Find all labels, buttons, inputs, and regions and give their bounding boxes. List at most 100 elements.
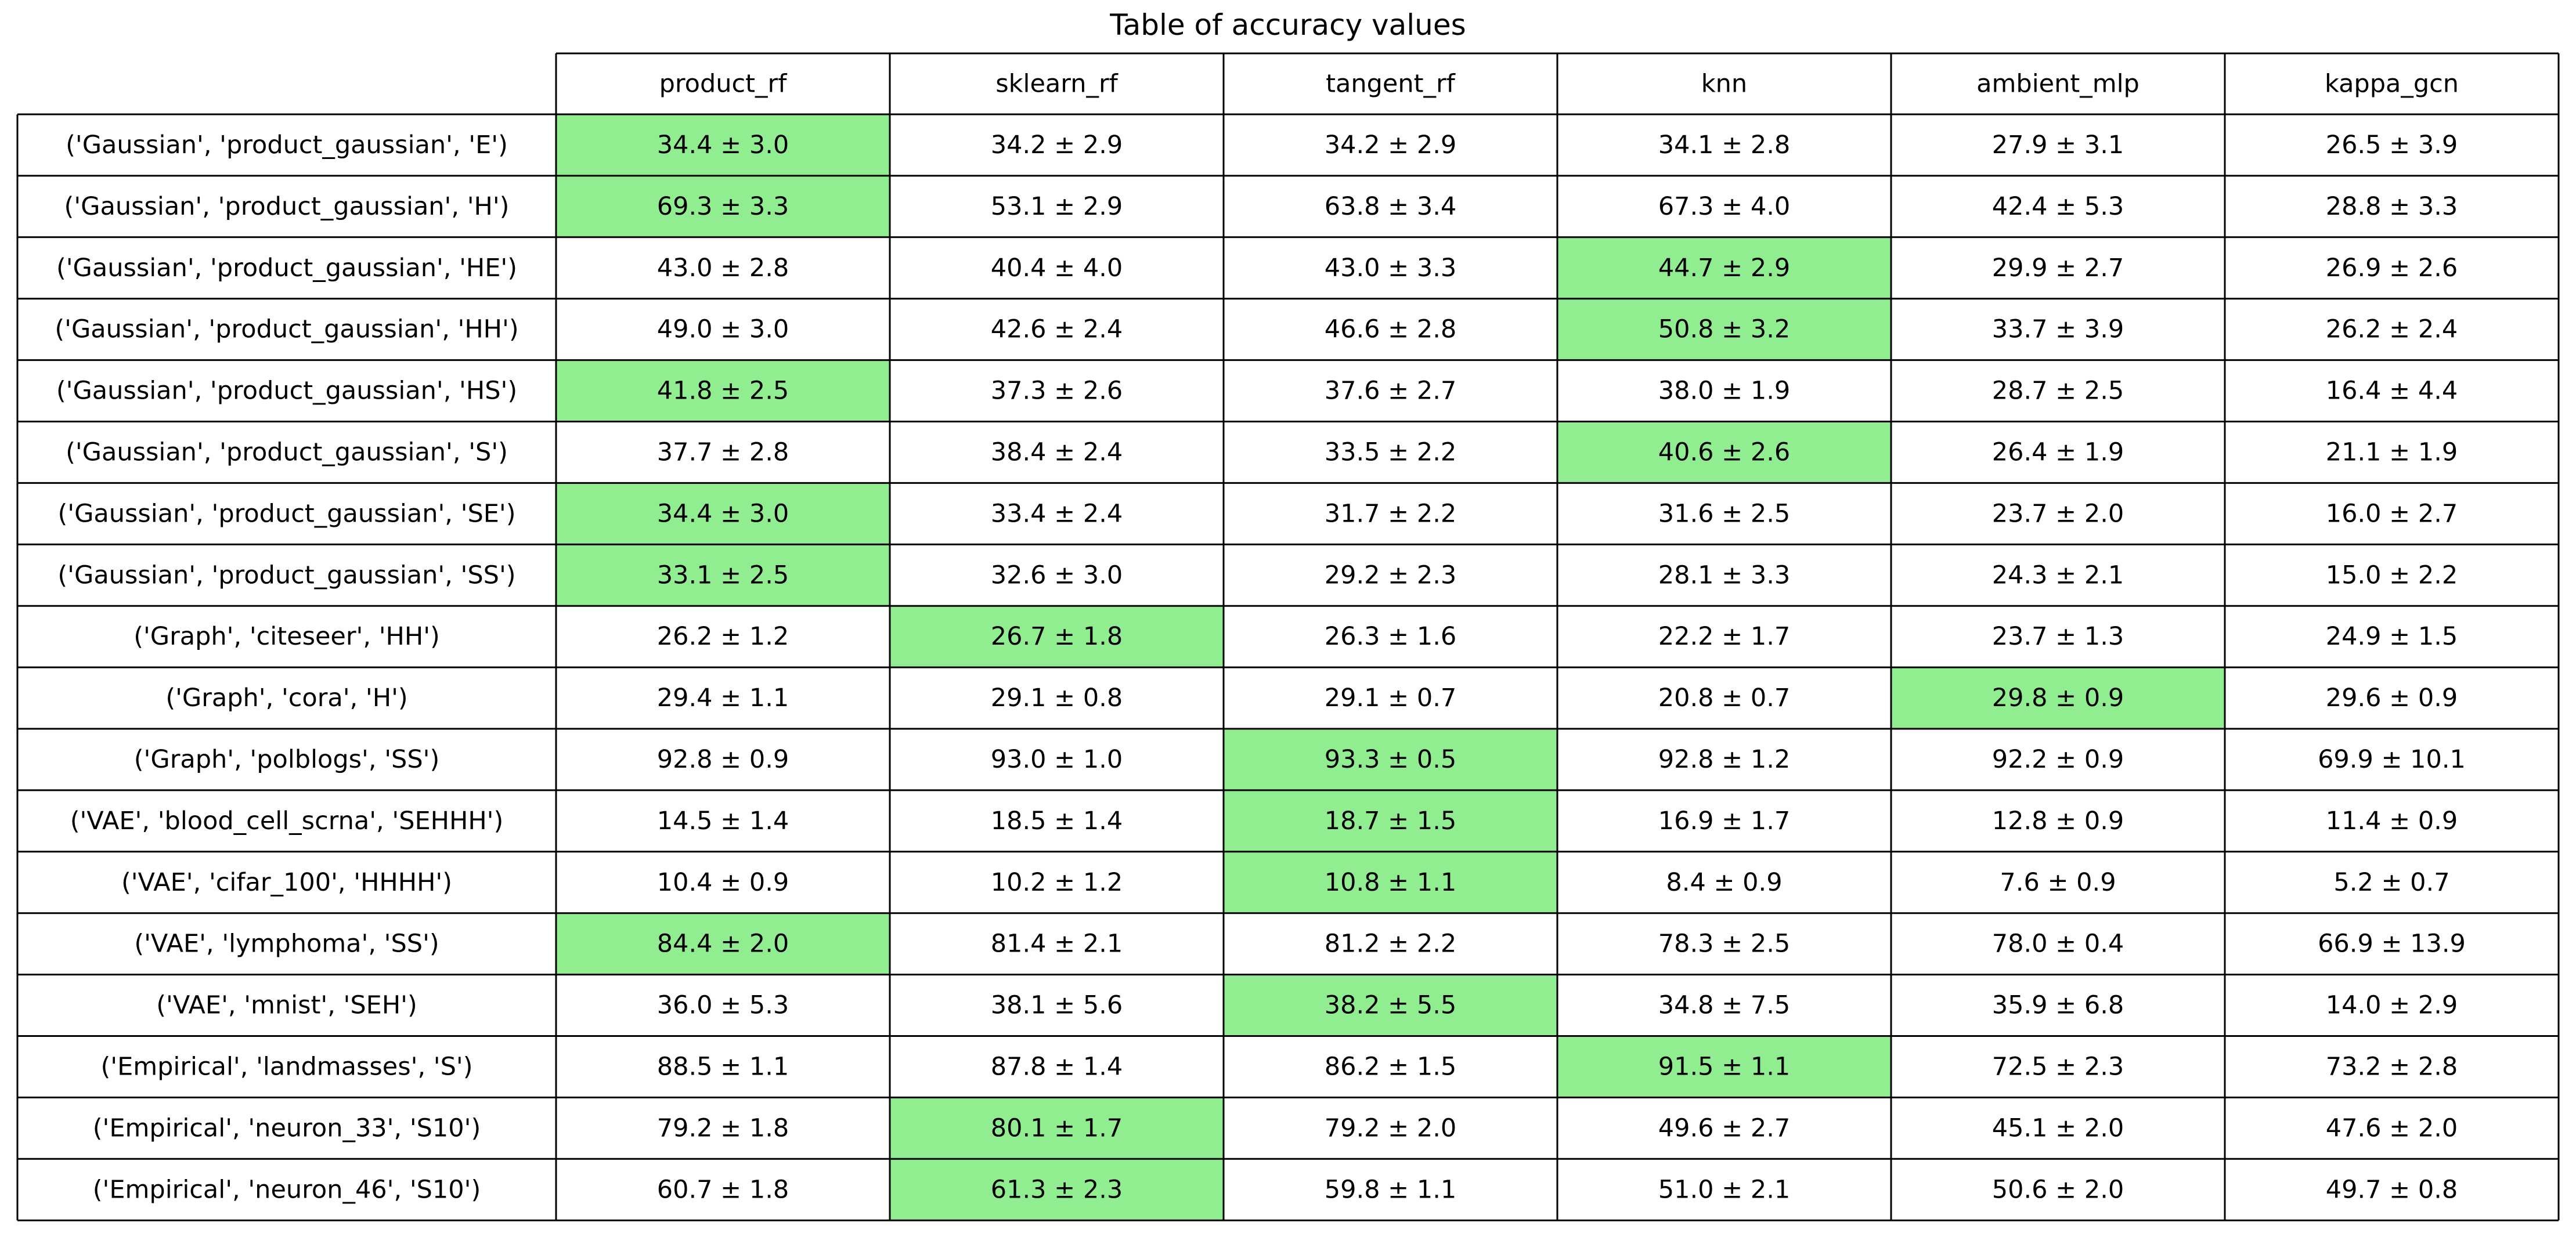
table-cell: 84.4 ± 2.0 [657, 930, 789, 959]
table-cell: 67.3 ± 4.0 [1658, 192, 1791, 221]
table-cell: 49.7 ± 0.8 [2326, 1175, 2458, 1204]
column-header-sklearn_rf: sklearn_rf [995, 70, 1118, 99]
table-cell: 78.3 ± 2.5 [1658, 930, 1791, 959]
table-cell: 26.5 ± 3.9 [2326, 131, 2458, 160]
best-cell-highlight [556, 360, 890, 422]
table-cell: 92.8 ± 0.9 [657, 745, 789, 774]
table-cell: 79.2 ± 1.8 [657, 1113, 789, 1142]
row-label: ('VAE', 'blood_cell_scrna', 'SEHHH') [70, 807, 504, 836]
row-label: ('Gaussian', 'product_gaussian', 'HE') [56, 254, 517, 283]
table-cell: 28.1 ± 3.3 [1658, 561, 1791, 590]
table-cell: 23.7 ± 2.0 [1992, 499, 2124, 528]
best-cell-highlight [556, 913, 890, 975]
table-cell: 29.8 ± 0.9 [1992, 684, 2124, 713]
table-cell: 27.9 ± 3.1 [1992, 131, 2124, 160]
row-label: ('VAE', 'mnist', 'SEH') [156, 991, 417, 1020]
table-cell: 63.8 ± 3.4 [1325, 192, 1457, 221]
row-label: ('Graph', 'polblogs', 'SS') [134, 745, 439, 774]
table-cell: 69.9 ± 10.1 [2318, 745, 2466, 774]
table-cell: 11.4 ± 0.9 [2326, 807, 2458, 836]
table-cell: 38.2 ± 5.5 [1325, 991, 1457, 1020]
table-cell: 34.8 ± 7.5 [1658, 991, 1791, 1020]
table-cell: 21.1 ± 1.9 [2326, 437, 2458, 467]
best-cell-highlight [890, 1097, 1224, 1159]
table-cell: 29.1 ± 0.8 [991, 684, 1123, 713]
table-cell: 16.9 ± 1.7 [1658, 807, 1791, 836]
table-cell: 42.4 ± 5.3 [1992, 192, 2124, 221]
best-cell-highlight [1557, 298, 1891, 360]
table-cell: 40.4 ± 4.0 [991, 254, 1123, 283]
table-cell: 50.6 ± 2.0 [1992, 1175, 2124, 1204]
column-header-kappa_gcn: kappa_gcn [2325, 70, 2459, 99]
table-cell: 86.2 ± 1.5 [1325, 1052, 1457, 1081]
best-cell-highlight [1224, 790, 1557, 852]
table-cell: 33.1 ± 2.5 [657, 561, 789, 590]
table-cell: 92.8 ± 1.2 [1658, 745, 1791, 774]
best-cell-highlight [1557, 237, 1891, 299]
table-cell: 34.2 ± 2.9 [1325, 131, 1457, 160]
table-cell: 32.6 ± 3.0 [991, 561, 1123, 590]
table-cell: 80.1 ± 1.7 [991, 1113, 1123, 1142]
table-title: Table of accuracy values [1110, 8, 1466, 42]
table-cell: 29.9 ± 2.7 [1992, 254, 2124, 283]
table-cell: 38.4 ± 2.4 [991, 437, 1123, 467]
table-cell: 24.9 ± 1.5 [2326, 622, 2458, 651]
best-cell-highlight [1224, 729, 1557, 790]
table-cell: 28.7 ± 2.5 [1992, 377, 2124, 406]
best-cell-highlight [890, 606, 1224, 668]
table-cell: 61.3 ± 2.3 [991, 1175, 1123, 1204]
best-cell-highlight [556, 483, 890, 545]
best-cell-highlight [1557, 421, 1891, 483]
table-cell: 26.2 ± 1.2 [657, 622, 789, 651]
table-cell: 18.7 ± 1.5 [1325, 807, 1457, 836]
table-cell: 29.1 ± 0.7 [1325, 684, 1457, 713]
row-label: ('Graph', 'cora', 'H') [165, 684, 407, 713]
table-cell: 51.0 ± 2.1 [1658, 1175, 1791, 1204]
table-cell: 59.8 ± 1.1 [1325, 1175, 1457, 1204]
best-cell-highlight [556, 544, 890, 606]
column-header-knn: knn [1701, 70, 1747, 99]
table-cell: 37.3 ± 2.6 [991, 377, 1123, 406]
table-cell: 16.0 ± 2.7 [2326, 499, 2458, 528]
table-cell: 49.6 ± 2.7 [1658, 1113, 1791, 1142]
table-cell: 81.4 ± 2.1 [991, 930, 1123, 959]
best-cell-highlight [1891, 667, 2225, 729]
row-label: ('Empirical', 'landmasses', 'S') [100, 1052, 472, 1081]
table-cell: 35.9 ± 6.8 [1992, 991, 2124, 1020]
table-cell: 53.1 ± 2.9 [991, 192, 1123, 221]
table-cell: 15.0 ± 2.2 [2326, 561, 2458, 590]
table-cell: 93.0 ± 1.0 [991, 745, 1123, 774]
row-label: ('Gaussian', 'product_gaussian', 'H') [64, 192, 510, 221]
table-cell: 49.0 ± 3.0 [657, 315, 789, 344]
table-cell: 91.5 ± 1.1 [1658, 1052, 1791, 1081]
table-cell: 44.7 ± 2.9 [1658, 254, 1791, 283]
table-cell: 5.2 ± 0.7 [2333, 868, 2449, 897]
table-cell: 18.5 ± 1.4 [991, 807, 1123, 836]
table-cell: 34.1 ± 2.8 [1658, 131, 1791, 160]
table-cell: 43.0 ± 3.3 [1325, 254, 1457, 283]
table-cell: 38.0 ± 1.9 [1658, 377, 1791, 406]
table-cell: 37.7 ± 2.8 [657, 437, 789, 467]
table-cell: 24.3 ± 2.1 [1992, 561, 2124, 590]
table-cell: 31.6 ± 2.5 [1658, 499, 1791, 528]
table-cell: 36.0 ± 5.3 [657, 991, 789, 1020]
row-label: ('Gaussian', 'product_gaussian', 'SE') [57, 499, 515, 528]
table-cell: 12.8 ± 0.9 [1992, 807, 2124, 836]
table-cell: 29.4 ± 1.1 [657, 684, 789, 713]
row-label: ('Gaussian', 'product_gaussian', 'HH') [55, 315, 518, 344]
table-cell: 29.6 ± 0.9 [2326, 684, 2458, 713]
table-cell: 50.8 ± 3.2 [1658, 315, 1791, 344]
column-header-tangent_rf: tangent_rf [1326, 70, 1456, 99]
row-label: ('Gaussian', 'product_gaussian', 'S') [66, 437, 508, 467]
column-header-ambient_mlp: ambient_mlp [1976, 70, 2140, 99]
best-cell-highlight [556, 114, 890, 176]
table-cell: 43.0 ± 2.8 [657, 254, 789, 283]
table-cell: 10.4 ± 0.9 [657, 868, 789, 897]
table-cell: 38.1 ± 5.6 [991, 991, 1123, 1020]
table-cell: 10.8 ± 1.1 [1325, 868, 1457, 897]
table-cell: 79.2 ± 2.0 [1325, 1113, 1457, 1142]
table-cell: 41.8 ± 2.5 [657, 377, 789, 406]
table-cell: 23.7 ± 1.3 [1992, 622, 2124, 651]
table-cell: 14.5 ± 1.4 [657, 807, 789, 836]
